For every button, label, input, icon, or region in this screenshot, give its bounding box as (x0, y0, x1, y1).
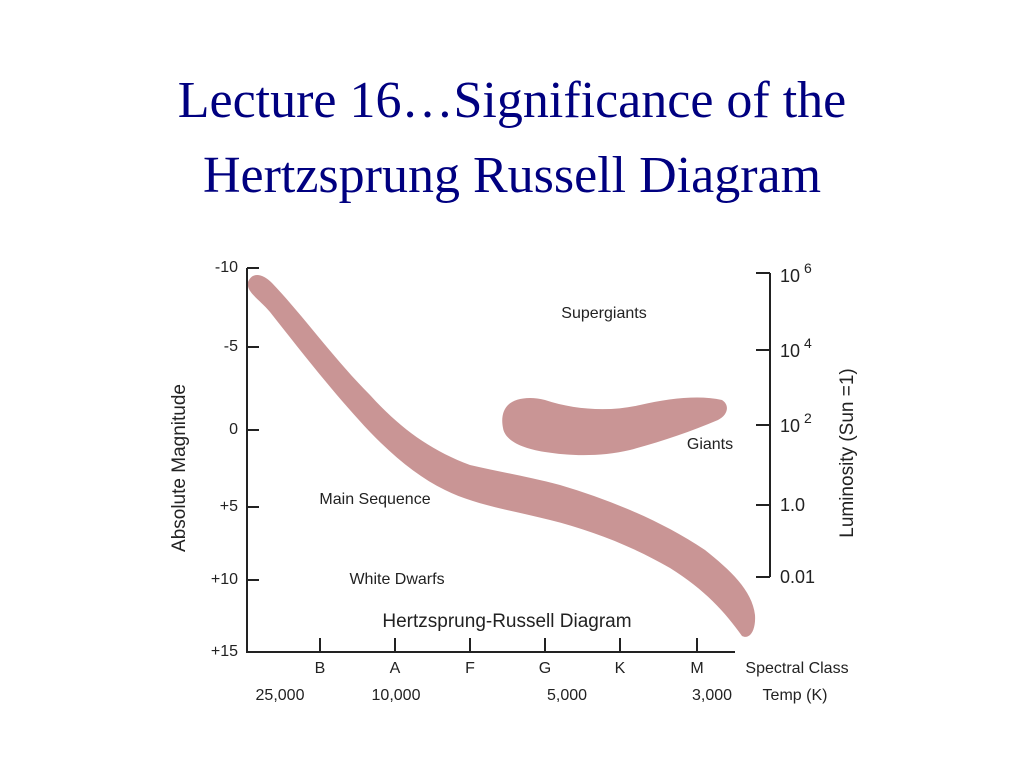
left-tick-label: 0 (229, 421, 238, 438)
tick-exponent: 6 (804, 260, 812, 276)
right-tick-label: 1.0 (780, 495, 805, 515)
temperature-value: 10,000 (372, 687, 421, 704)
left-tick-label: -5 (224, 338, 238, 355)
right-axis-label: Luminosity (Sun =1) (837, 368, 858, 538)
tick-exponent: 2 (804, 410, 812, 426)
spectral-class: F (465, 660, 475, 677)
right-tick-label: 10 6 (780, 260, 812, 286)
giants-band (502, 397, 727, 456)
tick-marks (247, 267, 770, 652)
right-tick-label: 0.01 (780, 567, 815, 587)
diagram-title: Hertzsprung-Russell Diagram (382, 611, 631, 632)
left-tick-label: +15 (211, 643, 238, 660)
tick-base: 10 (780, 416, 800, 436)
spectral-class: M (690, 660, 703, 677)
right-tick-label: 10 4 (780, 335, 812, 361)
right-tick-label: 10 2 (780, 410, 812, 436)
slide-title-line: Lecture 16…Significance of the (178, 72, 847, 129)
left-axis-label: Absolute Magnitude (169, 384, 190, 552)
tick-exponent: 4 (804, 335, 812, 351)
spectral-class: G (539, 660, 551, 677)
left-axis (246, 268, 735, 653)
left-tick-label: -10 (215, 259, 238, 276)
temperature-value: 25,000 (256, 687, 305, 704)
spectral-label: Spectral Class (745, 660, 848, 677)
spectral-class: B (315, 660, 326, 677)
spectral-class: A (390, 660, 401, 677)
region-label: White Dwarfs (349, 571, 444, 588)
main-sequence-band (247, 274, 756, 637)
left-tick-label: +10 (211, 571, 238, 588)
left-tick-label: +5 (220, 498, 238, 515)
tick-base: 10 (780, 266, 800, 286)
region-label: Giants (687, 436, 733, 453)
spectral-class: K (615, 660, 626, 677)
tick-base: 10 (780, 341, 800, 361)
slide-title-line: Hertzsprung Russell Diagram (203, 147, 821, 204)
temperature-value: 3,000 (692, 687, 732, 704)
temperature-label: Temp (K) (763, 687, 828, 704)
region-label: Supergiants (561, 305, 646, 322)
region-label: Main Sequence (319, 491, 430, 508)
temperature-value: 5,000 (547, 687, 587, 704)
